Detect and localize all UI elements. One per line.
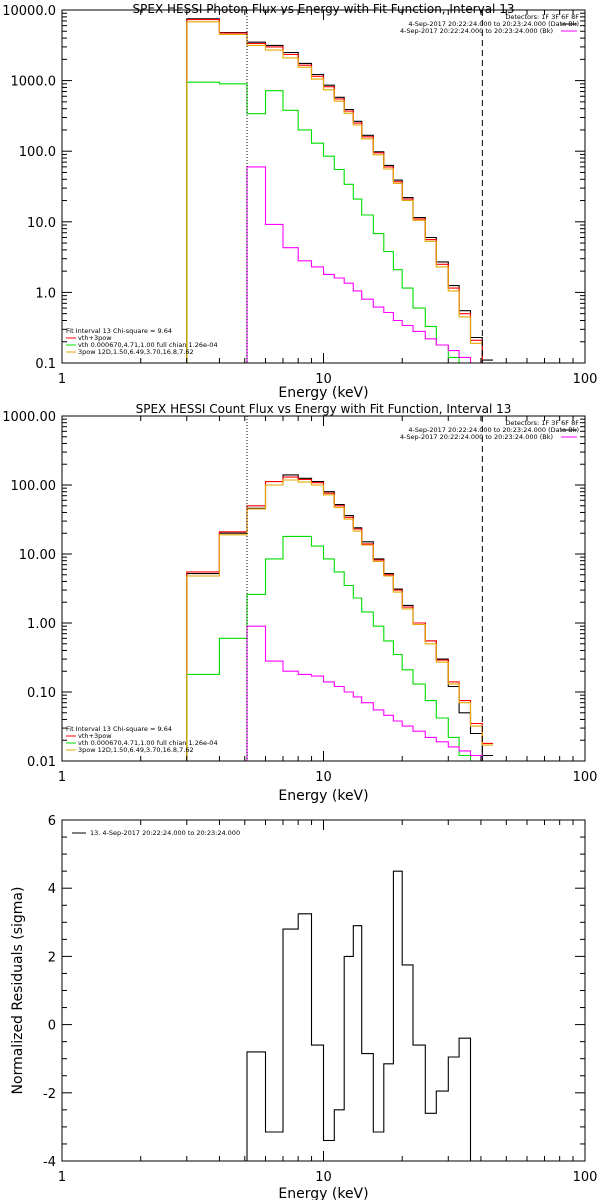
residuals-x-tick-label: 10 [315,1170,332,1185]
photon-x-tick-label: 10 [315,372,332,387]
count-legend-text: 3pow 12D,1.50,6.49,3.70,16.8,7.62 [78,746,194,754]
residuals-x-axis-label: Energy (keV) [278,1186,368,1200]
count-y-tick-label: 0.01 [27,755,56,770]
photon-info-line: 4-Sep-2017 20:22:24.000 to 20:23:24.000 … [400,27,553,35]
photon-legend-text: 3pow 12D,1.50,6.49,3.70,16.8,7.62 [78,348,194,356]
residuals-x-tick-label: 1 [58,1170,66,1185]
photon-series-line-0 [186,18,493,363]
count-y-tick-label: 0.10 [27,686,56,701]
photon-series-line-1 [186,19,493,363]
count-legend-text: Fit Interval 13 Chi-square = 9.64 [66,725,172,733]
photon-y-tick-label: 10000.0 [2,4,56,19]
photon-x-tick-label: 1 [58,372,66,387]
count-x-tick-label: 1 [58,770,66,785]
residuals-y-tick-label: -4 [43,1155,56,1170]
residuals-y-tick-label: 6 [48,814,56,829]
count-legend-text: vth+3pow [78,732,112,740]
count-info-line: 4-Sep-2017 20:22:24.000 to 20:23:24.000 … [408,426,579,434]
count-info-line: 4-Sep-2017 20:22:24.000 to 20:23:24.000 … [400,433,553,441]
residuals-y-tick-label: 4 [48,882,56,897]
photon-y-tick-label: 10.0 [27,216,56,231]
count-series-line-3 [246,625,493,761]
count-series-line-1 [186,476,493,761]
residuals-y-tick-label: -2 [43,1087,56,1102]
photon-x-axis-label: Energy (keV) [278,385,368,401]
count-series-line-4 [186,479,493,761]
count-x-axis-label: Energy (keV) [278,788,368,804]
residuals-x-tick-label: 100 [573,1170,598,1185]
photon-info-line: Detectors: 1F 3F 6F 8F [505,13,579,21]
photon-chart-title: SPEX HESSI Photon Flux vs Energy with Fi… [133,2,515,16]
count-y-tick-label: 10.00 [19,548,56,563]
count-info-line: Detectors: 1F 3F 6F 8F [505,419,579,427]
photon-info-line: 4-Sep-2017 20:22:24.000 to 20:23:24.000 … [408,20,579,28]
count-series-line-2 [186,535,483,761]
count-y-tick-label: 1.00 [27,617,56,632]
count-x-tick-label: 10 [315,770,332,785]
photon-series-line-2 [186,81,471,363]
photon-legend-text: vth+3pow [78,334,112,342]
count-plot-frame [61,415,586,762]
count-y-tick-label: 1000.00 [2,410,56,425]
photon-legend-text: vth 0.000670,4.71,1.00 full chian 1.26e-… [78,341,218,349]
residuals-y-axis-label: Normalized Residuals (sigma) [10,887,26,1095]
photon-y-tick-label: 1000.0 [11,75,57,90]
count-series-line-0 [186,474,493,761]
photon-series-line-4 [186,21,483,363]
residuals-series-line-0 [246,870,472,1161]
photon-x-tick-label: 100 [573,372,598,387]
count-y-tick-label: 100.00 [11,479,57,494]
count-chart-title: SPEX HESSI Count Flux vs Energy with Fit… [136,402,512,416]
residuals-y-tick-label: 0 [48,1019,56,1034]
residuals-y-tick-label: 2 [48,950,56,965]
photon-plot-frame [61,9,586,364]
count-x-tick-label: 100 [573,770,598,785]
photon-legend-text: Fit Interval 13 Chi-square = 9.64 [66,327,172,335]
count-legend-text: vth 0.000670,4.71,1.00 full chian 1.26e-… [78,739,218,747]
photon-y-tick-label: 1.0 [35,286,56,301]
photon-y-tick-label: 100.0 [19,145,56,160]
photon-y-tick-label: 0.1 [35,357,56,372]
photon-series-line-3 [246,166,483,363]
residuals-legend-text: 13. 4-Sep-2017 20:22:24.000 to 20:23:24.… [90,829,240,837]
